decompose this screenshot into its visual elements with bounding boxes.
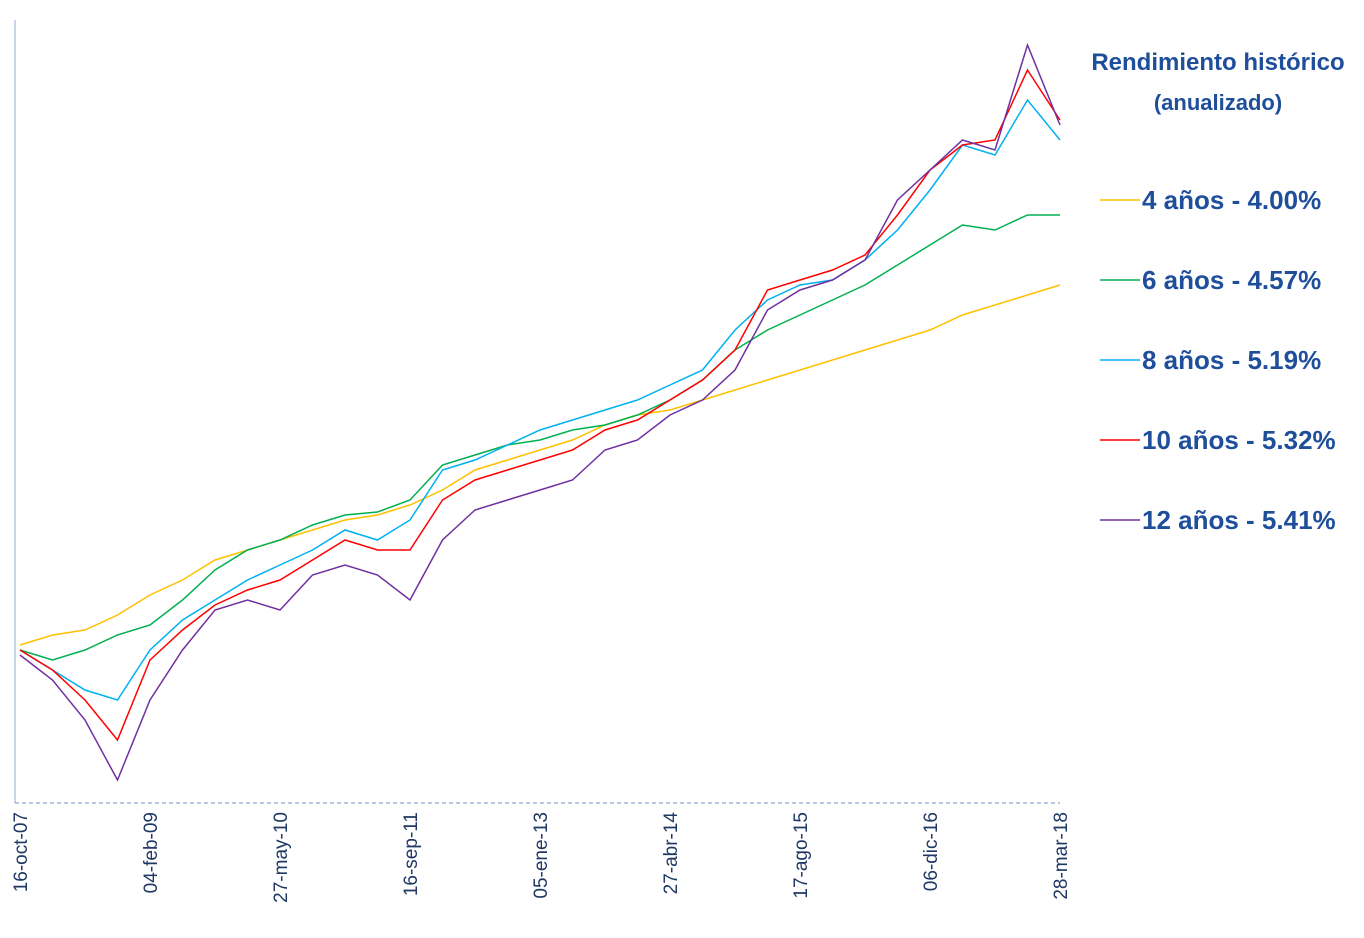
series-line bbox=[19, 284, 1061, 646]
x-tick-label: 04-feb-09 bbox=[141, 812, 162, 893]
legend-label: 12 años - 5.41% bbox=[1142, 505, 1336, 535]
series-line bbox=[19, 68, 1061, 742]
legend-subtitle: (anualizado) bbox=[1154, 90, 1282, 115]
x-tick-label: 06-dic-16 bbox=[921, 812, 942, 891]
x-tick-label: 16-oct-07 bbox=[11, 812, 32, 892]
series-line bbox=[19, 98, 1061, 701]
series-line bbox=[19, 214, 1060, 661]
legend-label: 4 años - 4.00% bbox=[1142, 185, 1321, 215]
x-tick-label: 27-abr-14 bbox=[661, 812, 682, 895]
series-line bbox=[19, 42, 1061, 782]
x-tick-label: 27-may-10 bbox=[271, 812, 292, 903]
x-tick-label: 05-ene-13 bbox=[531, 812, 552, 899]
x-tick-label: 28-mar-18 bbox=[1051, 812, 1072, 900]
legend-label: 8 años - 5.19% bbox=[1142, 345, 1321, 375]
legend-label: 10 años - 5.32% bbox=[1142, 425, 1336, 455]
legend-label: 6 años - 4.57% bbox=[1142, 265, 1321, 295]
x-tick-label: 17-ago-15 bbox=[791, 812, 812, 899]
x-tick-label: 16-sep-11 bbox=[401, 812, 422, 896]
legend-title: Rendimiento histórico bbox=[1091, 49, 1344, 76]
